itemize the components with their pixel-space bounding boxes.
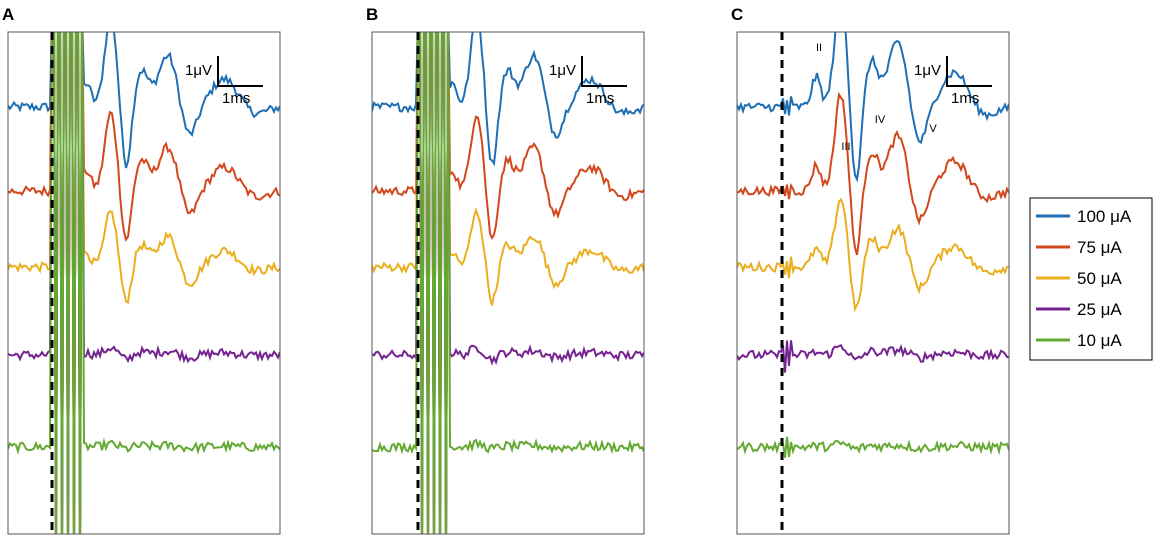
panel-frame (371, 31, 645, 535)
trace-10ua-panel-b (372, 32, 644, 534)
legend-label: 10 μA (1077, 331, 1122, 350)
trace-10ua-panel-c (737, 436, 1009, 458)
panel-frame (736, 31, 1010, 535)
legend: 100 μA 75 μA 50 μA 25 μA 10 μA (1029, 197, 1153, 361)
panel-frame (7, 31, 281, 535)
scale-time-label: 1ms (951, 90, 979, 107)
trace-75ua-panel-c (737, 91, 1009, 256)
trace-25ua-panel-a (8, 32, 280, 534)
scale-bar (217, 56, 263, 87)
scale-amplitude-label: 1μV (549, 62, 576, 79)
wave-label-v: V (929, 123, 937, 135)
scale-time-label: 1ms (222, 90, 250, 107)
panel-b: B 1μV 1ms (366, 5, 645, 535)
trace-25ua-panel-c (737, 340, 1009, 373)
legend-label: 75 μA (1077, 238, 1122, 257)
wave-label-iv: IV (875, 114, 886, 126)
legend-label: 100 μA (1077, 207, 1132, 226)
trace-10ua-panel-a (8, 32, 280, 534)
panel-label: C (731, 5, 743, 24)
scale-amplitude-label: 1μV (185, 62, 212, 79)
legend-label: 25 μA (1077, 300, 1122, 319)
panel-label: B (366, 5, 378, 24)
wave-label-iii: III (841, 141, 850, 153)
wave-label-ii: II (816, 42, 822, 54)
trace-100ua-panel-c (737, 32, 1009, 183)
trace-100ua-panel-a (8, 32, 280, 534)
panel-a: A 1μV 1ms (2, 5, 281, 535)
legend-label: 50 μA (1077, 269, 1122, 288)
trace-75ua-panel-a (8, 32, 280, 534)
scale-bar (946, 56, 992, 87)
trace-50ua-panel-c (737, 197, 1009, 313)
scale-time-label: 1ms (586, 90, 614, 107)
scale-amplitude-label: 1μV (914, 62, 941, 79)
trace-50ua-panel-a (8, 32, 280, 534)
panel-label: A (2, 5, 14, 24)
scale-bar (581, 56, 627, 87)
